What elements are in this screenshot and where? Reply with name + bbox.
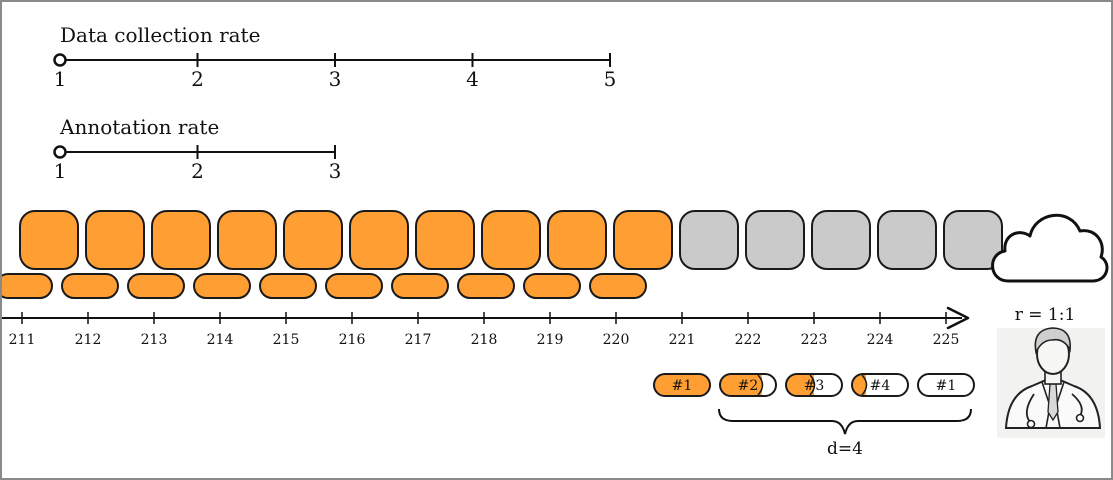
timeline-tick-label: 220 [603, 332, 630, 348]
collected-frame [151, 210, 211, 270]
annotation-pill: #2 [719, 373, 777, 397]
timeline-tick-label: 222 [735, 332, 762, 348]
collection-rate-tick-label: 3 [329, 67, 342, 91]
collected-frame [85, 210, 145, 270]
annotation-rate-origin-marker [53, 145, 67, 159]
annotation-rate-tick-label: 2 [191, 159, 204, 183]
annotation-rate-scale: Annotation rate 1 2 3 [53, 115, 342, 183]
annotation-pill-label: #1 [672, 378, 693, 394]
collected-frame [349, 210, 409, 270]
pending-frame [943, 210, 1003, 270]
timeline-ticks: 211 212 213 214 215 216 217 218 219 220 221 222 223 2… [9, 312, 960, 348]
collected-frame [547, 210, 607, 270]
annotation-pill: #1 [653, 373, 711, 397]
data-frames [19, 210, 1003, 270]
annotation-pill-label: #3 [804, 378, 825, 394]
collected-frame [481, 210, 541, 270]
frame-annotation-pills [2, 273, 647, 299]
annotation-pill-progress [852, 374, 866, 396]
timeline-tick-label: 214 [207, 332, 234, 348]
collected-frame [19, 210, 79, 270]
annotation-pill-label: #4 [870, 378, 891, 394]
timeline-axis: 211 212 213 214 215 216 217 218 219 220 221 222 223 2… [2, 306, 970, 348]
doctor-icon [997, 327, 1105, 438]
annotation-rate-ticks: 1 2 3 [54, 145, 342, 183]
annotation-rate-tick-label: 1 [54, 159, 67, 183]
frame-annotation-pill [523, 273, 581, 299]
cloud-icon [991, 213, 1109, 283]
pending-frame [745, 210, 805, 270]
frame-annotation-pill [127, 273, 185, 299]
timeline-tick-label: 218 [471, 332, 498, 348]
collected-frame [415, 210, 475, 270]
collected-frame [613, 210, 673, 270]
collection-rate-tick-label: 1 [54, 67, 67, 91]
delay-brace-shape [718, 408, 972, 435]
collected-frame [283, 210, 343, 270]
frame-annotation-pill [259, 273, 317, 299]
timeline-tick-label: 212 [75, 332, 102, 348]
timeline-tick-label: 225 [933, 332, 960, 348]
timeline-tick-label: 224 [867, 332, 894, 348]
pending-frame [679, 210, 739, 270]
annotation-pill-label: #1 [936, 378, 957, 394]
frame-annotation-pill [391, 273, 449, 299]
annotation-pill-label: #2 [738, 378, 759, 394]
collection-rate-tick-label: 4 [466, 67, 479, 91]
frame-annotation-pill [193, 273, 251, 299]
timeline-tick-label: 216 [339, 332, 366, 348]
annotation-rate-tick-label: 3 [329, 159, 342, 183]
collection-rate-ticks: 1 2 3 4 5 [54, 53, 617, 91]
timeline-tick-label: 221 [669, 332, 696, 348]
timeline-tick-label: 219 [537, 332, 564, 348]
annotation-rate-title: Annotation rate [59, 115, 219, 139]
annotation-pill-progress [720, 374, 762, 396]
timeline-tick-label: 215 [273, 332, 300, 348]
collection-rate-tick-label: 5 [604, 67, 617, 91]
timeline-tick-label: 223 [801, 332, 828, 348]
pending-frame [811, 210, 871, 270]
delay-label: d=4 [827, 439, 863, 459]
annotation-queue: #1 #2 #3 #4 #1 [653, 373, 975, 397]
annotation-pill-progress [786, 374, 814, 396]
collection-rate-tick-label: 2 [191, 67, 204, 91]
timeline-tick-label: 211 [9, 332, 36, 348]
frame-annotation-pill [325, 273, 383, 299]
frame-annotation-pill [589, 273, 647, 299]
ratio-label: r = 1:1 [1015, 305, 1076, 325]
annotation-pill: #4 [851, 373, 909, 397]
frame-annotation-pill [61, 273, 119, 299]
collection-rate-scale: Data collection rate 1 2 3 4 5 [53, 23, 617, 91]
frame-annotation-pill [457, 273, 515, 299]
timeline-tick-label: 213 [141, 332, 168, 348]
timeline-tick-label: 217 [405, 332, 432, 348]
annotation-pill: #3 [785, 373, 843, 397]
frame-annotation-pill [2, 273, 53, 299]
annotation-pill: #1 [917, 373, 975, 397]
delay-brace: d=4 [718, 408, 972, 459]
collection-rate-title: Data collection rate [60, 23, 260, 47]
collected-frame [217, 210, 277, 270]
timeline-arrow-icon [946, 306, 970, 330]
annotation-pill-progress [654, 374, 710, 396]
collection-rate-origin-marker [53, 53, 67, 67]
pending-frame [877, 210, 937, 270]
